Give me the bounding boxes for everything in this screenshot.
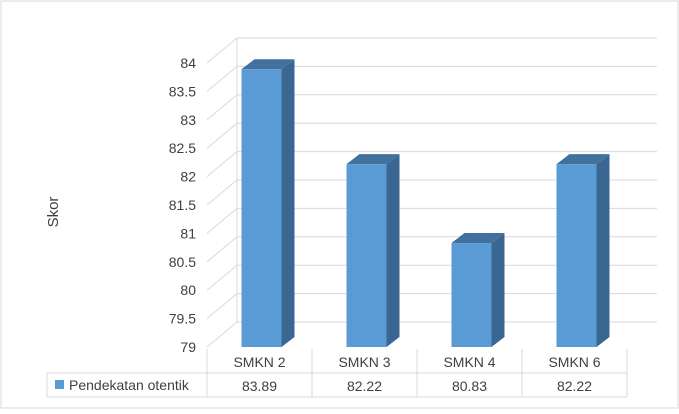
bar-top-face [451,233,505,244]
y-tick-label: 82.5 [169,140,196,156]
bar-2 [346,154,400,347]
y-tick-label: 81 [180,225,196,241]
bar-top-face [241,59,295,70]
x-tick-label: SMKN 2 [233,354,285,370]
bar-front-face [556,164,597,347]
x-tick-label: SMKN 3 [338,354,390,370]
gridline [206,179,657,206]
y-tick-label: 79.5 [169,311,196,327]
gridlines [206,37,657,348]
y-tick-label: 81.5 [169,197,196,213]
gridline [206,65,657,92]
y-axis-ticks: 79 79.5 80 80.5 81 81.5 82 82.5 83 83.5 84 [169,55,196,355]
y-tick-label: 84 [180,55,196,71]
gridline [206,293,657,319]
x-tick-label: SMKN 6 [548,354,600,370]
y-tick-label: 83.5 [169,83,196,99]
bar-top-face [556,154,610,165]
gridline [206,151,657,177]
x-tick-label: SMKN 4 [443,354,495,370]
gridline [206,207,657,234]
data-table-value: 82.22 [557,378,592,394]
y-tick-label: 79 [180,339,196,355]
bars [241,59,610,348]
legend-label: Pendekatan otentik [69,377,190,393]
gridline [206,122,657,149]
gridline [206,264,657,291]
data-table-value: 80.83 [452,378,487,394]
bar-4 [556,154,610,347]
data-table-value: 83.89 [242,378,277,394]
bar-top-face [346,154,400,165]
bar-3 [451,233,505,347]
bar-side-face [596,154,610,347]
gridline [206,321,657,348]
legend-key [55,380,64,389]
bar-side-face [491,233,505,347]
y-tick-label: 82 [180,169,196,185]
y-axis-label: Skor [45,197,62,228]
bar-side-face [386,154,400,347]
y-tick-label: 80.5 [169,254,196,270]
y-tick-label: 80 [180,282,196,298]
bar-front-face [451,243,492,347]
gridline [206,37,657,64]
gridline [206,94,657,121]
bar-front-face [241,69,282,348]
gridline [206,236,657,263]
data-table: SMKN 2 SMKN 3 SMKN 4 SMKN 6 Pendekatan otent… [46,349,628,398]
bar-side-face [281,59,295,348]
bar-1 [241,59,295,348]
bar-front-face [346,164,387,347]
y-tick-label: 83 [180,112,196,128]
data-table-value: 82.22 [347,378,382,394]
